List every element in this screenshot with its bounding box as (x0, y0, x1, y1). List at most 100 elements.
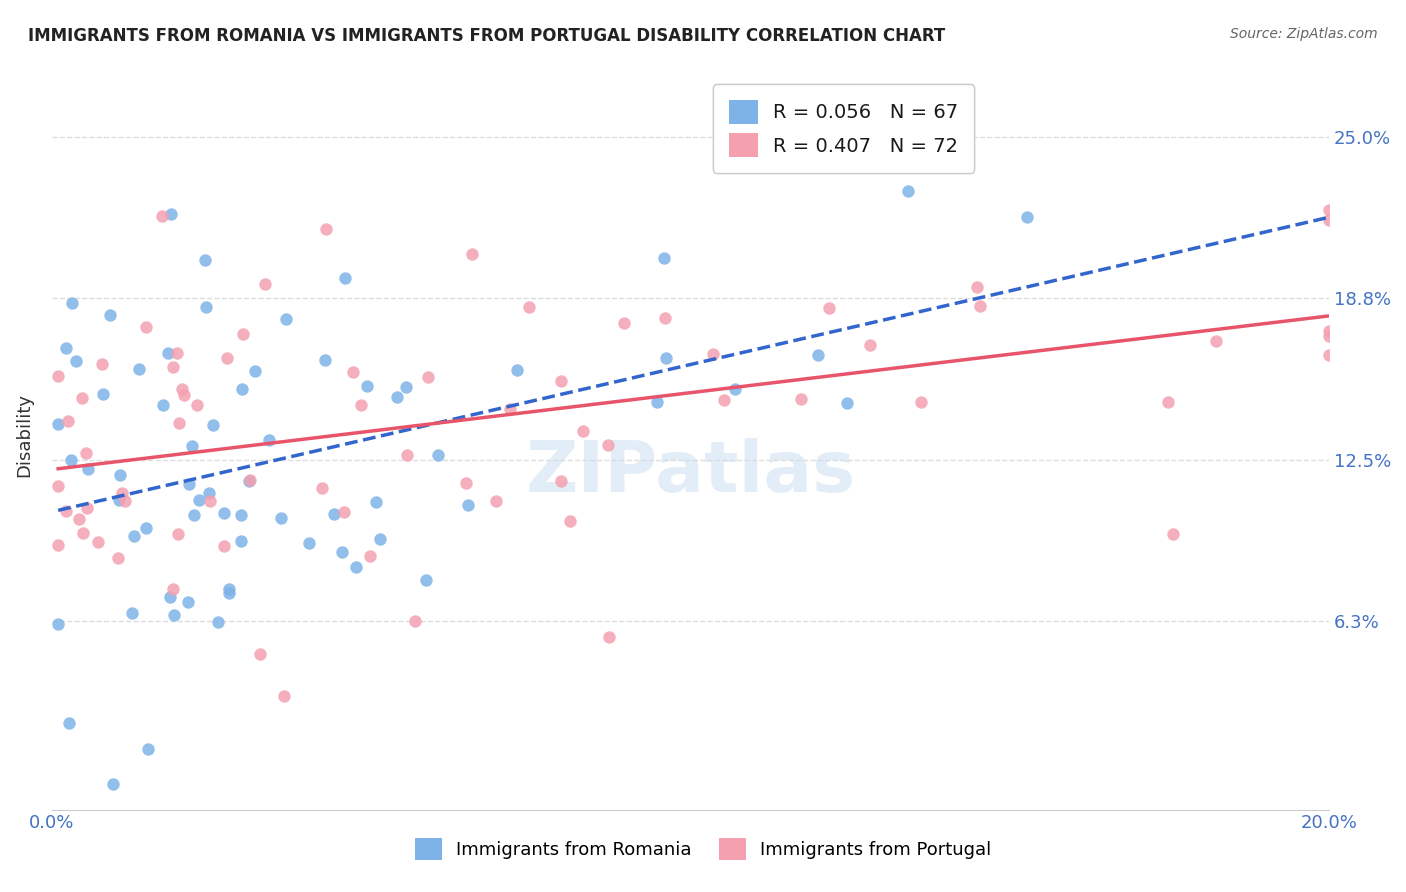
Point (212, 539, 235, 553)
Point (181, 439, 204, 453)
Point (229, 533, 252, 548)
Point (91, 387, 114, 401)
Point (157, 346, 180, 360)
Point (550, 374, 572, 388)
Point (818, 301, 841, 316)
Point (550, 475, 572, 489)
Point (457, 498, 479, 512)
Point (807, 348, 830, 362)
Point (46, 617, 69, 632)
Point (55, 341, 77, 355)
Text: ZIPatlas: ZIPatlas (526, 438, 855, 507)
Point (194, 253, 217, 268)
Point (314, 353, 336, 368)
Point (366, 495, 388, 509)
Point (231, 382, 253, 396)
Point (356, 378, 378, 392)
Point (243, 363, 266, 377)
Point (395, 449, 418, 463)
Point (613, 316, 636, 330)
Point (311, 481, 333, 495)
Point (415, 574, 437, 588)
Point (330, 545, 353, 559)
Point (460, 247, 482, 261)
Point (654, 351, 676, 365)
Point (1317, 203, 1340, 218)
Point (499, 401, 522, 416)
Point (1161, 527, 1184, 541)
Point (46, 538, 69, 552)
Point (385, 390, 408, 404)
Point (505, 363, 527, 377)
Point (152, 398, 174, 412)
Point (910, 395, 932, 409)
Point (966, 280, 988, 294)
Point (70, 391, 93, 405)
Point (114, 493, 136, 508)
Point (558, 515, 581, 529)
Point (1015, 210, 1038, 224)
Point (72, 526, 94, 541)
Point (1205, 334, 1227, 348)
Legend: R = 0.056   N = 67, R = 0.407   N = 72: R = 0.056 N = 67, R = 0.407 N = 72 (713, 85, 974, 172)
Point (273, 689, 295, 703)
Point (159, 591, 181, 605)
Point (162, 359, 184, 374)
Point (121, 607, 143, 621)
Point (359, 549, 381, 563)
Point (517, 301, 540, 315)
Point (76, 500, 98, 515)
Point (456, 475, 478, 490)
Point (1317, 324, 1340, 338)
Point (724, 383, 747, 397)
Point (276, 311, 298, 326)
Point (598, 438, 620, 452)
Point (122, 528, 145, 542)
Point (135, 521, 157, 535)
Point (218, 586, 240, 600)
Point (790, 392, 813, 407)
Point (87, 535, 110, 549)
Point (315, 221, 337, 235)
Point (177, 476, 200, 491)
Point (159, 207, 181, 221)
Point (65, 353, 87, 368)
Point (485, 494, 508, 508)
Point (709, 139, 731, 153)
Point (572, 424, 595, 438)
Point (46, 479, 69, 493)
Point (238, 474, 260, 488)
Point (173, 387, 195, 401)
Point (135, 320, 157, 334)
Point (98, 309, 121, 323)
Point (110, 468, 132, 483)
Point (1317, 329, 1340, 343)
Point (197, 486, 219, 500)
Point (368, 533, 391, 547)
Point (128, 361, 150, 376)
Point (56, 414, 79, 428)
Point (323, 507, 346, 521)
Point (416, 370, 439, 384)
Point (835, 395, 858, 409)
Point (859, 338, 882, 352)
Point (186, 398, 208, 412)
Point (198, 493, 221, 508)
Point (60, 295, 83, 310)
Point (298, 536, 321, 550)
Point (713, 393, 735, 408)
Point (217, 351, 239, 366)
Point (333, 270, 356, 285)
Point (350, 398, 373, 412)
Point (107, 551, 129, 566)
Point (188, 492, 211, 507)
Point (55, 504, 77, 518)
Point (239, 473, 262, 487)
Point (218, 582, 240, 597)
Point (344, 560, 367, 574)
Text: IMMIGRANTS FROM ROMANIA VS IMMIGRANTS FROM PORTUGAL DISABILITY CORRELATION CHART: IMMIGRANTS FROM ROMANIA VS IMMIGRANTS FR… (28, 27, 945, 45)
Point (201, 417, 224, 432)
Point (166, 345, 188, 359)
Point (111, 486, 134, 500)
Point (645, 394, 668, 409)
